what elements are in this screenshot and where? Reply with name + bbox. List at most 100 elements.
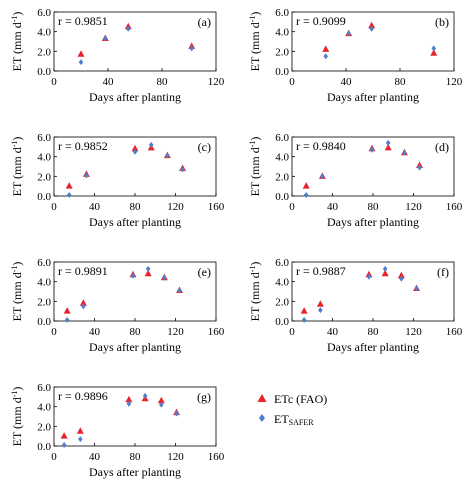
y-tick-label: 4.0 [37,27,51,39]
y-tick-label: 4.0 [275,277,289,289]
etsafer-point [174,410,179,417]
etsafer-point [399,275,404,282]
y-tick-label: 2.0 [37,421,51,433]
etsafer-point [180,166,185,173]
etsafer-point [323,53,329,60]
legend-label-etc: ETc (FAO) [274,392,327,406]
y-tick-label: 2.0 [275,46,289,58]
y-tick-label: 2.0 [37,46,51,58]
etc-fao-point [131,144,139,152]
y-tick-label: 4.0 [37,152,51,164]
y-axis-title: ET (mm d-1) [10,12,24,72]
chart-panel-5: 0.0 2.0 4.0 6.0 0 40 80 120 160 Days after planti… [10,257,225,354]
correlation-label: r = 0.9896 [58,389,108,403]
x-tick-label: 160 [446,326,463,338]
legend-label-etsafer-sub: SAFER [289,418,315,427]
y-tick-label: 6.0 [37,132,51,144]
etc-fao-point [322,45,330,52]
etc-fao-point [368,21,376,29]
etc-fao-point [63,307,71,314]
x-tick-label: 40 [327,326,339,338]
legend-label-etsafer: ETSAFER [274,412,314,427]
etsafer-point [103,35,108,42]
correlation-label: r = 0.9099 [296,14,346,28]
x-tick-label: 80 [368,326,380,338]
x-axis-title: Days after planting [89,215,181,229]
y-tick-label: 6.0 [37,382,51,394]
etc-fao-point [300,307,308,314]
y-tick-label: 2.0 [37,171,51,183]
chart-panel-3: 0.0 2.0 4.0 6.0 0 40 80 120 160 Days after planti… [10,132,225,229]
x-tick-label: 80 [368,201,380,213]
etc-fao-point [302,182,310,189]
correlation-label: r = 0.9887 [296,264,346,278]
y-tick-label: 2.0 [37,296,51,308]
y-tick-label: 0.0 [275,191,289,203]
etc-fao-point [60,432,68,439]
x-tick-label: 160 [208,451,225,463]
etsafer-point [162,274,167,281]
etsafer-point [366,273,372,280]
etsafer-point [132,148,138,155]
etsafer-point [61,442,67,449]
x-tick-label: 80 [130,201,142,213]
etsafer-point [165,152,170,159]
x-tick-label: 120 [405,326,422,338]
correlation-label: r = 0.9891 [58,264,108,278]
correlation-label: r = 0.9852 [58,139,108,153]
x-tick-label: 120 [167,201,184,213]
y-axis-title: ET (mm d-1) [248,137,262,197]
y-axis-title: ET (mm d-1) [10,137,24,197]
etsafer-point [145,265,151,272]
etc-fao-point [77,50,85,57]
etsafer-point [320,173,325,180]
x-tick-label: 40 [103,76,115,88]
x-tick-label: 0 [51,326,57,338]
etc-fao-point [76,427,84,434]
x-tick-label: 120 [405,201,422,213]
x-tick-label: 80 [130,326,142,338]
etsafer-point [81,303,86,310]
y-tick-label: 4.0 [275,152,289,164]
y-axis-title: ET (mm d-1) [248,262,262,322]
x-tick-label: 0 [289,326,295,338]
y-axis-title: ET (mm d-1) [10,262,24,322]
etsafer-point [318,307,323,314]
etc-fao-point [397,271,405,279]
x-tick-label: 120 [167,326,184,338]
legend: ETc (FAO) ETSAFER [257,392,327,427]
y-axis-title: ET (mm d-1) [10,387,24,447]
y-axis-title: ET (mm d-1) [248,12,262,72]
panel-label: (c) [198,140,211,154]
y-tick-label: 0.0 [37,441,51,453]
etsafer-point [177,287,182,294]
x-axis-title: Days after planting [89,90,181,104]
etsafer-point [66,192,72,199]
plot-frame [291,11,455,72]
x-tick-label: 40 [341,76,353,88]
chart-panel-1: 0.0 2.0 4.0 6.0 0 40 80 120 Days after planting E… [10,7,225,104]
panel-label: (a) [198,15,211,29]
panel-label: (e) [198,265,211,279]
x-axis-title: Days after planting [327,90,419,104]
etc-fao-point [316,300,324,307]
x-tick-label: 0 [51,201,57,213]
etsafer-point [189,45,194,52]
etsafer-point [417,164,422,171]
x-tick-label: 0 [289,76,295,88]
x-axis-title: Days after planting [327,340,419,354]
chart-panel-7: 0.0 2.0 4.0 6.0 0 40 80 120 160 Days after planti… [10,382,225,479]
etsafer-point [159,401,164,408]
y-tick-label: 4.0 [275,27,289,39]
etsafer-point [148,141,154,148]
etsafer-point [130,272,136,279]
x-axis-title: Days after planting [327,215,419,229]
etsafer-point [414,285,419,292]
chart-panel-6: 0.0 2.0 4.0 6.0 0 40 80 120 160 Days after planti… [248,257,463,354]
y-tick-label: 0.0 [275,66,289,78]
x-tick-label: 160 [208,201,225,213]
etc-fao-point [65,182,73,189]
x-tick-label: 40 [89,326,101,338]
y-tick-label: 4.0 [37,402,51,414]
y-tick-label: 4.0 [37,277,51,289]
